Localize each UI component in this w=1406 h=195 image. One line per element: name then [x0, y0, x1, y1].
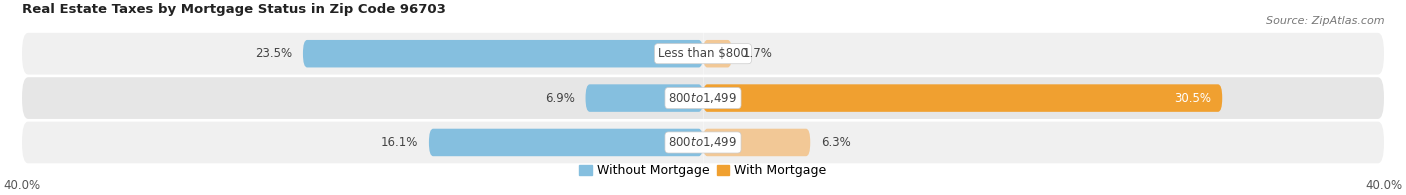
FancyBboxPatch shape [585, 84, 703, 112]
Text: Less than $800: Less than $800 [658, 47, 748, 60]
FancyBboxPatch shape [22, 122, 1384, 163]
FancyBboxPatch shape [703, 129, 810, 156]
FancyBboxPatch shape [302, 40, 703, 67]
FancyBboxPatch shape [22, 33, 1384, 74]
Text: $800 to $1,499: $800 to $1,499 [668, 91, 738, 105]
Text: 6.9%: 6.9% [544, 92, 575, 105]
Text: 16.1%: 16.1% [381, 136, 418, 149]
Text: 6.3%: 6.3% [821, 136, 851, 149]
Text: 30.5%: 30.5% [1174, 92, 1212, 105]
Legend: Without Mortgage, With Mortgage: Without Mortgage, With Mortgage [574, 159, 832, 182]
FancyBboxPatch shape [22, 77, 1384, 119]
Text: $800 to $1,499: $800 to $1,499 [668, 136, 738, 149]
Text: Real Estate Taxes by Mortgage Status in Zip Code 96703: Real Estate Taxes by Mortgage Status in … [22, 4, 446, 16]
Text: Source: ZipAtlas.com: Source: ZipAtlas.com [1267, 16, 1385, 26]
FancyBboxPatch shape [703, 84, 1222, 112]
Text: 1.7%: 1.7% [742, 47, 773, 60]
Text: 23.5%: 23.5% [254, 47, 292, 60]
FancyBboxPatch shape [429, 129, 703, 156]
FancyBboxPatch shape [703, 40, 733, 67]
